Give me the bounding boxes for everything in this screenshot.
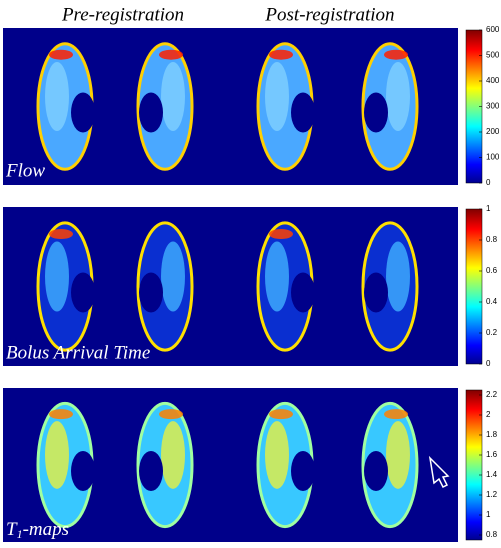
colorbar-tick-label: 0.2: [486, 328, 498, 337]
row-label: Flow: [5, 160, 45, 181]
kidney-hilum: [364, 273, 388, 313]
colorbar-tick-label: 500: [486, 51, 500, 60]
kidney-cortex: [386, 62, 410, 131]
row-label: Bolus Arrival Time: [6, 342, 150, 363]
label-rest: -maps: [23, 519, 69, 540]
kidney-hot: [269, 229, 293, 239]
colorbar-tick-label: 1.8: [486, 430, 498, 439]
kidney-hilum: [139, 451, 163, 491]
kidney-cortex: [265, 62, 289, 131]
colorbar-tick-label: 0.6: [486, 266, 498, 275]
kidney-hot: [384, 409, 408, 419]
kidney-hot: [49, 50, 73, 60]
kidney-hot: [269, 50, 293, 60]
colorbar-tick-label: 0.8: [486, 530, 498, 539]
colorbar-tick-label: 1.4: [486, 470, 498, 479]
row-label: T1-maps: [6, 519, 69, 540]
colorbar-tick-label: 2: [486, 410, 491, 419]
kidney-hot: [49, 229, 73, 239]
column-header: Pre-registration: [61, 4, 184, 25]
kidney: [363, 44, 417, 170]
colorbar-tick-label: 2.2: [486, 390, 498, 399]
kidney-cortex: [161, 421, 185, 489]
colorbar-tick-label: 300: [486, 102, 500, 111]
kidney-cortex: [161, 242, 185, 312]
kidney-hilum: [291, 273, 315, 313]
kidney-cortex: [386, 421, 410, 489]
kidney-hilum: [291, 93, 315, 133]
kidney: [363, 223, 417, 350]
kidney-hilum: [71, 451, 95, 491]
kidney-hot: [269, 409, 293, 419]
kidney: [138, 403, 192, 526]
colorbar-tick-label: 1.6: [486, 450, 498, 459]
kidney-hilum: [71, 93, 95, 133]
kidney-hot: [159, 50, 183, 60]
kidney-cortex: [45, 421, 69, 489]
colorbar-tick-label: 400: [486, 76, 500, 85]
kidney-hot: [49, 409, 73, 419]
kidney: [363, 403, 417, 526]
kidney-hilum: [364, 451, 388, 491]
kidney-cortex: [45, 62, 69, 131]
colorbar-tick-label: 1: [486, 510, 491, 519]
kidney-hilum: [364, 93, 388, 133]
kidney-hilum: [291, 451, 315, 491]
kidney-hot: [159, 409, 183, 419]
kidney-hilum: [71, 273, 95, 313]
colorbar-tick-label: 600: [486, 25, 500, 34]
colorbar-tick-label: 0.8: [486, 235, 498, 244]
kidney-cortex: [161, 62, 185, 131]
colorbar-tick-label: 0.4: [486, 297, 498, 306]
figure: Pre-registration Post-registration Flow …: [0, 0, 501, 543]
kidney-hot: [384, 50, 408, 60]
column-header: Post-registration: [264, 4, 394, 25]
kidney: [138, 44, 192, 170]
kidney-hilum: [139, 93, 163, 133]
kidney-hilum: [139, 273, 163, 313]
colorbar-tick-label: 200: [486, 127, 500, 136]
kidney: [138, 223, 192, 350]
colorbar-tick-label: 1.2: [486, 490, 498, 499]
colorbar-tick-label: 0: [486, 359, 491, 368]
colorbar-tick-label: 1: [486, 204, 491, 213]
kidney-cortex: [45, 242, 69, 312]
kidney-cortex: [386, 242, 410, 312]
colorbar: [466, 390, 482, 540]
colorbar-tick-label: 100: [486, 153, 500, 162]
colorbar-tick-label: 0: [486, 178, 491, 187]
kidney-cortex: [265, 242, 289, 312]
colorbar: [466, 209, 482, 364]
kidney-cortex: [265, 421, 289, 489]
